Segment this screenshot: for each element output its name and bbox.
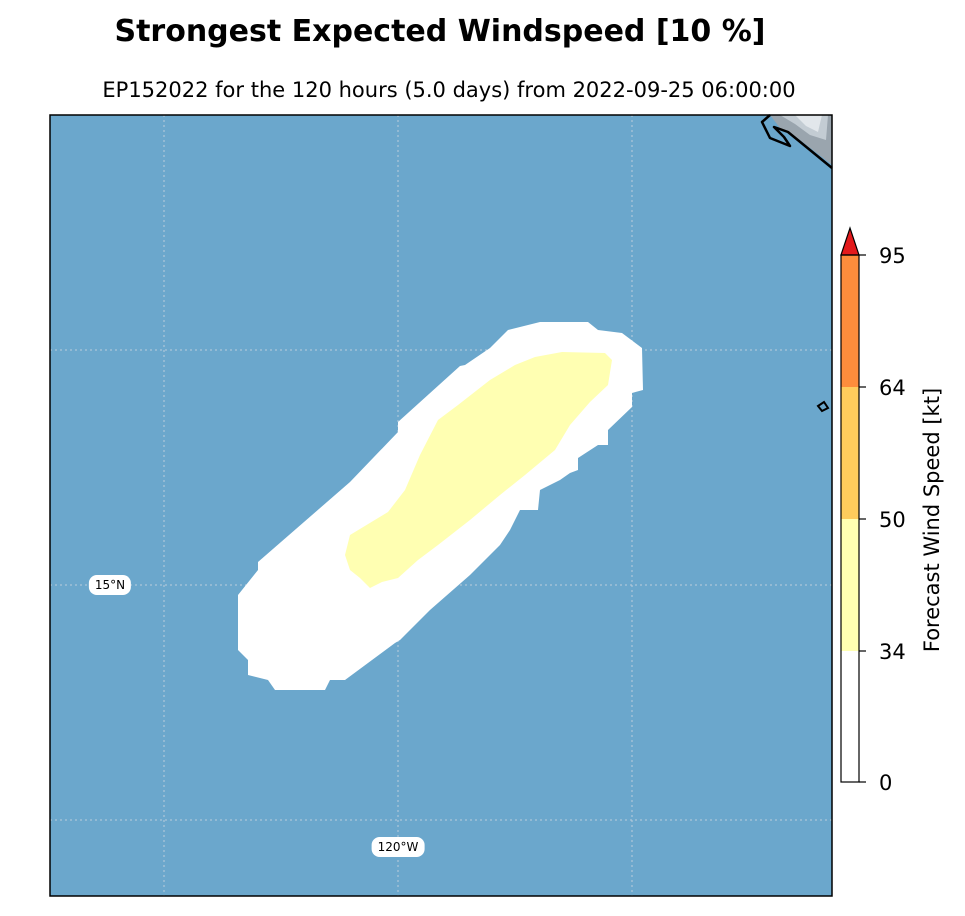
latitude-label: 15°N bbox=[88, 575, 132, 595]
colorbar-tick-label-0: 0 bbox=[879, 771, 893, 795]
small-island bbox=[816, 400, 830, 413]
colorbar-extend-arrow bbox=[840, 226, 860, 256]
colorbar-segment-50-64 bbox=[841, 387, 859, 519]
map-frame bbox=[49, 114, 833, 897]
colorbar-ticks bbox=[859, 254, 866, 783]
land-coastline-northeast bbox=[760, 114, 833, 169]
colorbar-tick-label-34: 34 bbox=[879, 640, 906, 664]
colorbar-tick-label-64: 64 bbox=[879, 376, 906, 400]
chart-title: Strongest Expected Windspeed [10 %] bbox=[114, 14, 766, 49]
longitude-label: 120°W bbox=[371, 837, 425, 857]
colorbar-segment-64-95 bbox=[841, 255, 859, 387]
chart-subtitle: EP152022 for the 120 hours (5.0 days) fr… bbox=[102, 78, 796, 102]
colorbar bbox=[840, 226, 866, 783]
colorbar-segment-34-50 bbox=[841, 519, 859, 651]
wind-region-34-50kt bbox=[345, 352, 612, 588]
colorbar-segment-0-34 bbox=[841, 651, 859, 782]
colorbar-tick-label-95: 95 bbox=[879, 244, 906, 268]
colorbar-axis-label: Forecast Wind Speed [kt] bbox=[920, 387, 944, 653]
colorbar-tick-label-50: 50 bbox=[879, 508, 906, 532]
